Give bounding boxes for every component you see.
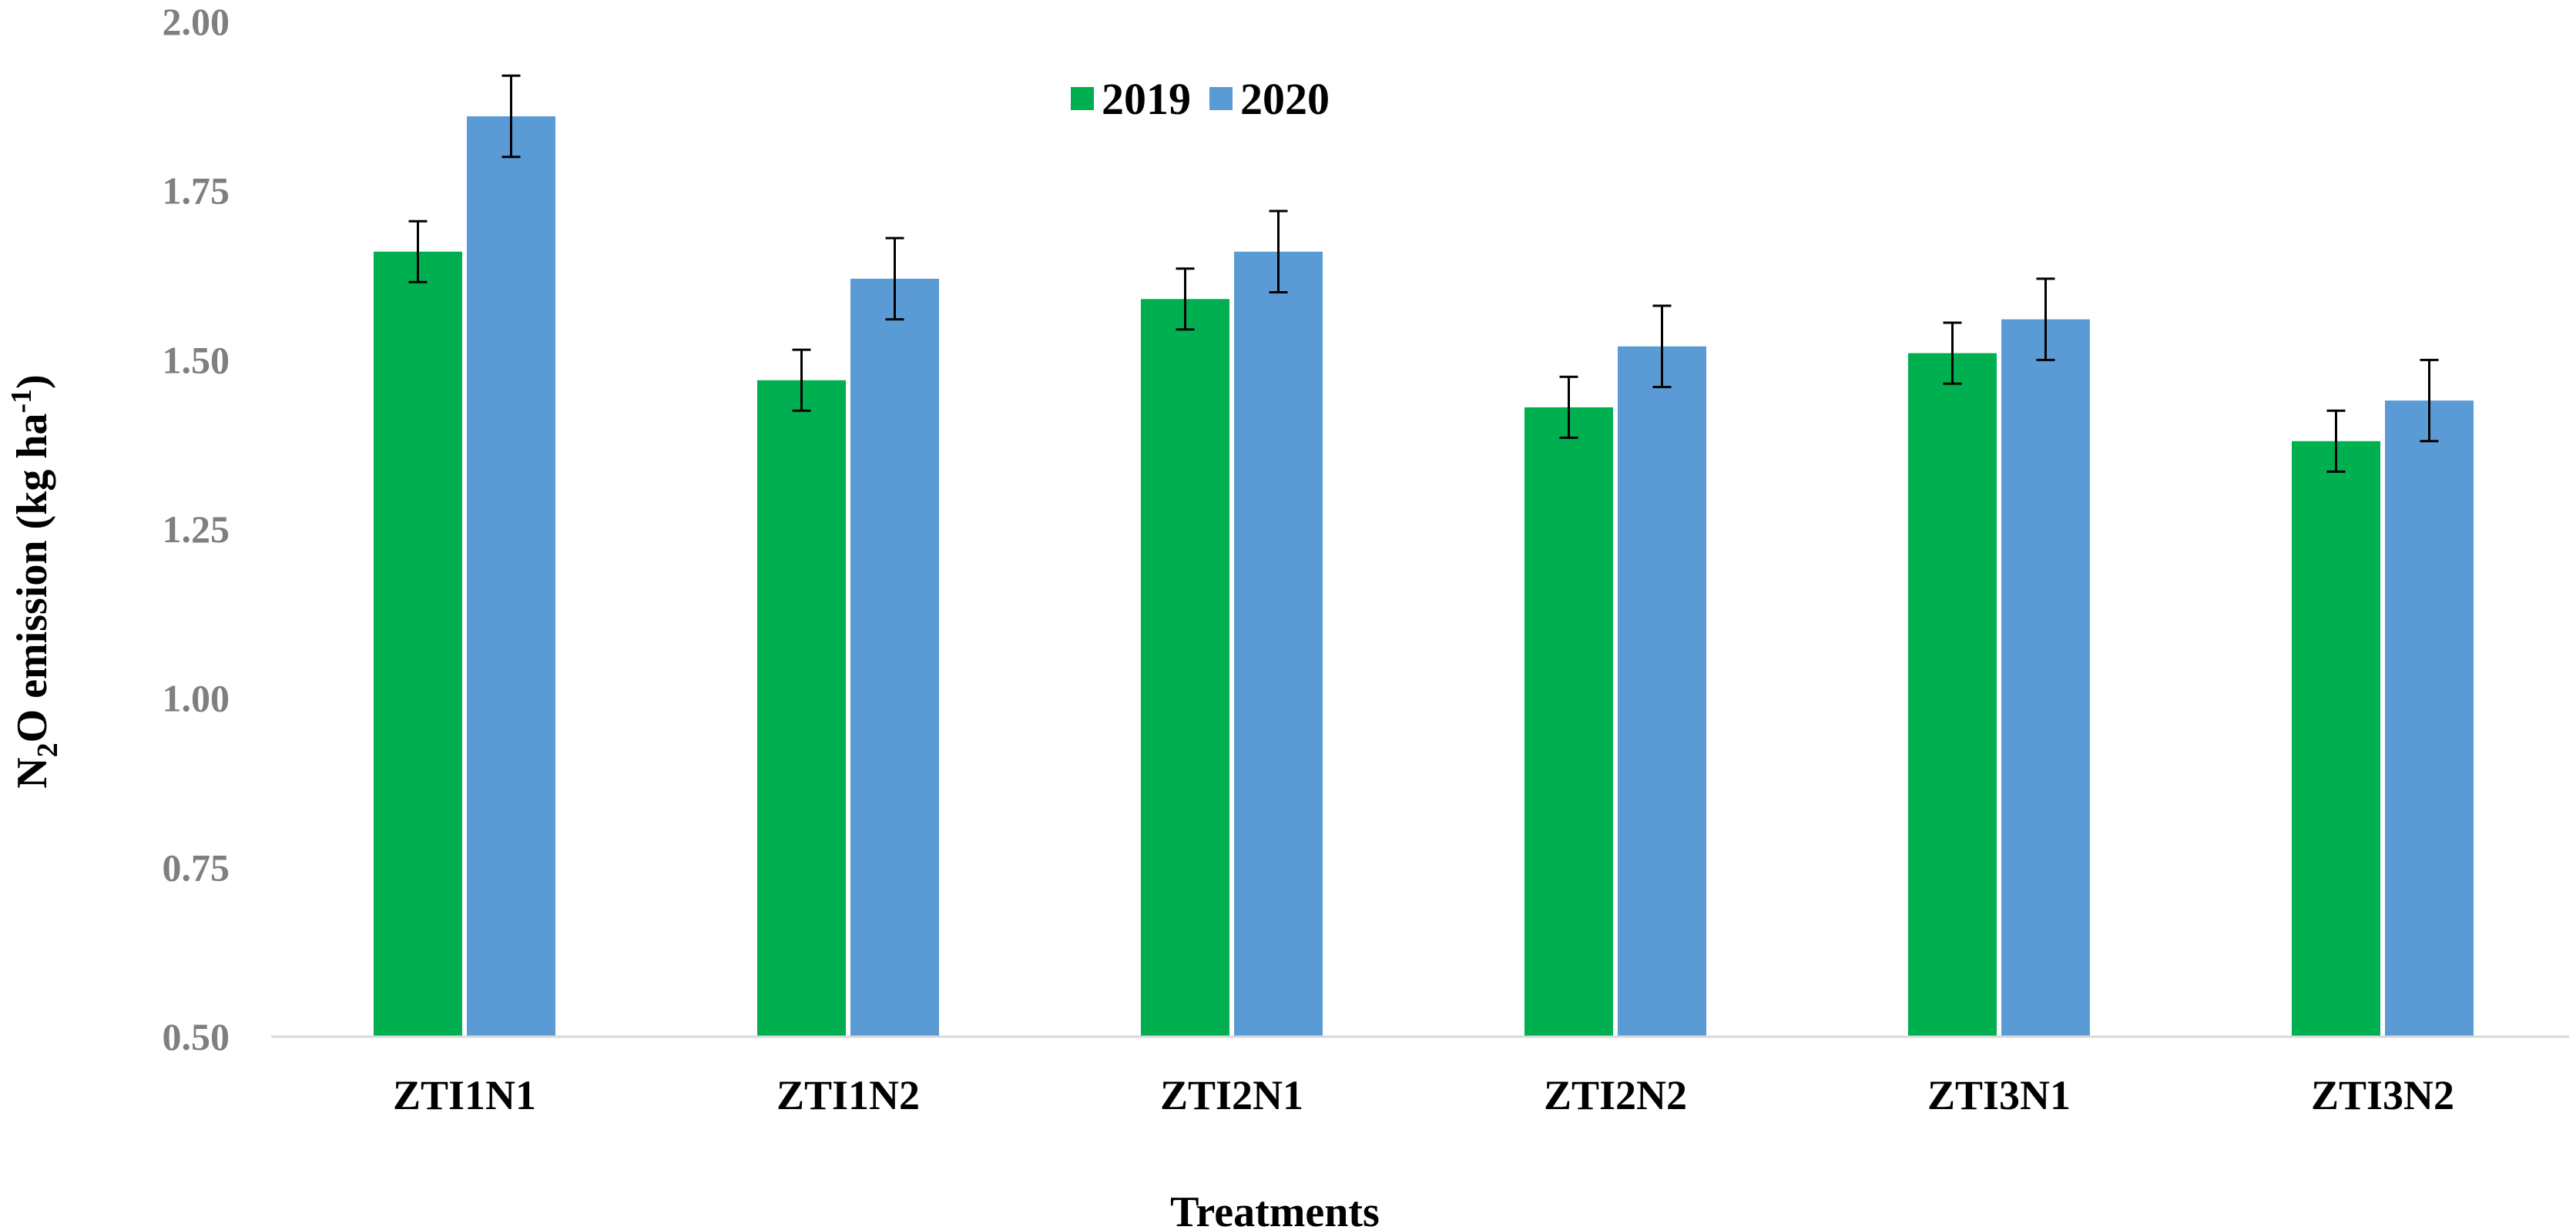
y-axis-title-subscript: 2: [32, 742, 64, 757]
bar-2019-ZTI1N1: [374, 251, 462, 1037]
x-tick-label: ZTI1N2: [776, 1072, 920, 1118]
error-bar-2019-ZTI1N1: [408, 220, 428, 283]
bar-2020-ZTI1N1: [467, 116, 555, 1037]
error-bar-2020-ZTI2N2: [1652, 304, 1672, 388]
y-tick-label: 1.25: [163, 508, 230, 551]
bar-2019-ZTI2N1: [1141, 299, 1229, 1037]
x-axis-title: Treatments: [1170, 1188, 1380, 1230]
error-bar-2020-ZTI1N2: [885, 236, 904, 321]
plot-area: [374, 74, 2474, 1037]
error-bar-2019-ZTI3N1: [1943, 321, 1962, 385]
x-tick-label: ZTI2N1: [1160, 1072, 1303, 1118]
y-axis-title-prefix: N: [8, 757, 56, 788]
y-axis-title-suffix: ): [8, 374, 56, 389]
bar-2020-ZTI2N2: [1618, 346, 1706, 1037]
bar-2020-ZTI3N2: [2385, 401, 2474, 1037]
bar-2019-ZTI3N2: [2292, 441, 2380, 1037]
x-tick-label: ZTI3N2: [2311, 1072, 2454, 1118]
error-bar-2020-ZTI3N1: [2036, 277, 2055, 361]
x-tick-label: ZTI3N1: [1927, 1072, 2071, 1118]
x-tick-label: ZTI2N2: [1544, 1072, 1687, 1118]
error-bar-2020-ZTI1N1: [501, 74, 521, 159]
y-axis-title: N2O emission (kg ha-1): [5, 374, 64, 789]
bar-2020-ZTI3N1: [2001, 319, 2090, 1037]
y-tick-label: 0.75: [163, 846, 230, 889]
y-tick-label: 2.00: [163, 0, 230, 43]
x-axis: ZTI1N1 ZTI1N2 ZTI2N1 ZTI2N2 ZTI3N1 ZTI3N2: [271, 1035, 2569, 1118]
error-bar-2020-ZTI3N2: [2420, 358, 2439, 443]
y-tick-label: 1.50: [163, 338, 230, 381]
error-bar-2019-ZTI2N2: [1559, 375, 1578, 439]
error-bar-2019-ZTI3N2: [2326, 409, 2346, 473]
y-axis-title-middle: O emission (kg ha: [8, 414, 56, 743]
bar-2019-ZTI1N2: [757, 380, 846, 1037]
error-bar-2020-ZTI2N1: [1269, 209, 1288, 293]
legend: 2019 2020: [1071, 74, 1330, 124]
y-tick-label: 1.75: [163, 169, 230, 213]
y-tick-label: 1.00: [163, 677, 230, 720]
y-tick-label: 0.50: [163, 1015, 230, 1058]
legend-label-2020: 2020: [1240, 74, 1330, 124]
bar-2019-ZTI2N2: [1524, 407, 1613, 1037]
legend-swatch-2019: [1071, 87, 1094, 110]
legend-label-2019: 2019: [1102, 74, 1191, 124]
y-axis: 0.50 0.75 1.00 1.25 1.50 1.75 2.00: [163, 0, 230, 1058]
error-bar-2019-ZTI1N2: [792, 348, 811, 412]
bar-2020-ZTI1N2: [850, 278, 939, 1037]
error-bar-2019-ZTI2N1: [1176, 267, 1195, 331]
x-tick-label: ZTI1N1: [393, 1072, 536, 1118]
y-axis-title-superscript: -1: [5, 389, 38, 414]
bar-2019-ZTI3N1: [1908, 353, 1997, 1037]
bar-2020-ZTI2N1: [1234, 251, 1323, 1037]
legend-swatch-2020: [1209, 87, 1233, 110]
